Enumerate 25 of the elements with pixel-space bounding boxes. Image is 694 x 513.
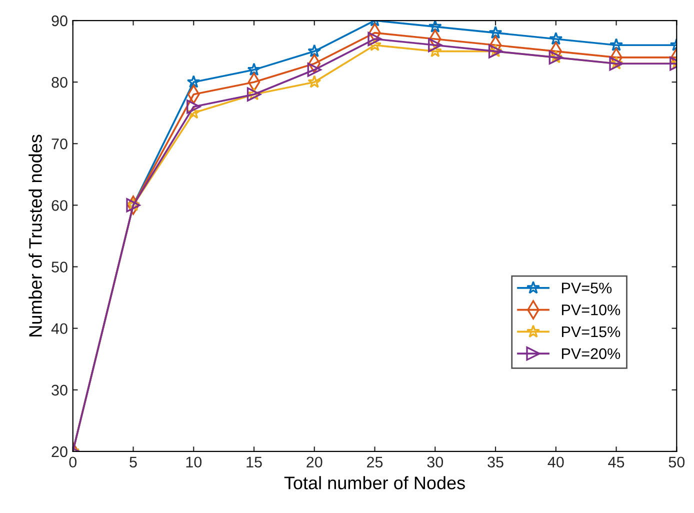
x-axis-title: Total number of Nodes	[284, 476, 465, 490]
y-tick-label: 40	[51, 323, 68, 334]
y-tick-label: 30	[52, 384, 68, 396]
y-tick-label: 80	[52, 76, 68, 88]
x-tick-label: 40	[548, 456, 564, 468]
y-tick-label: 20	[52, 446, 68, 458]
legend-label: PV=5%	[562, 282, 612, 294]
x-tick-label: 25	[367, 456, 383, 468]
x-tick-label: 45	[608, 456, 624, 468]
x-tick-label: 30	[427, 456, 444, 468]
x-tick-label: 50	[668, 456, 685, 468]
x-tick-label: 15	[246, 456, 262, 468]
y-tick-label: 60	[52, 200, 68, 211]
legend-label: PV=15%	[562, 326, 620, 338]
x-tick-label: 0	[69, 456, 77, 468]
y-tick-label: 70	[52, 138, 68, 150]
legend-label: PV=10%	[562, 304, 620, 316]
x-tick-label: 10	[186, 456, 202, 468]
y-axis-title: Number of Trusted nodes	[28, 134, 42, 336]
x-tick-label: 35	[488, 456, 504, 468]
y-tick-label: 50	[52, 262, 68, 272]
legend-label: PV=20%	[562, 348, 620, 360]
x-tick-label: 5	[130, 456, 137, 468]
y-tick-label: 90	[52, 15, 68, 26]
x-tick-label: 20	[306, 456, 322, 468]
